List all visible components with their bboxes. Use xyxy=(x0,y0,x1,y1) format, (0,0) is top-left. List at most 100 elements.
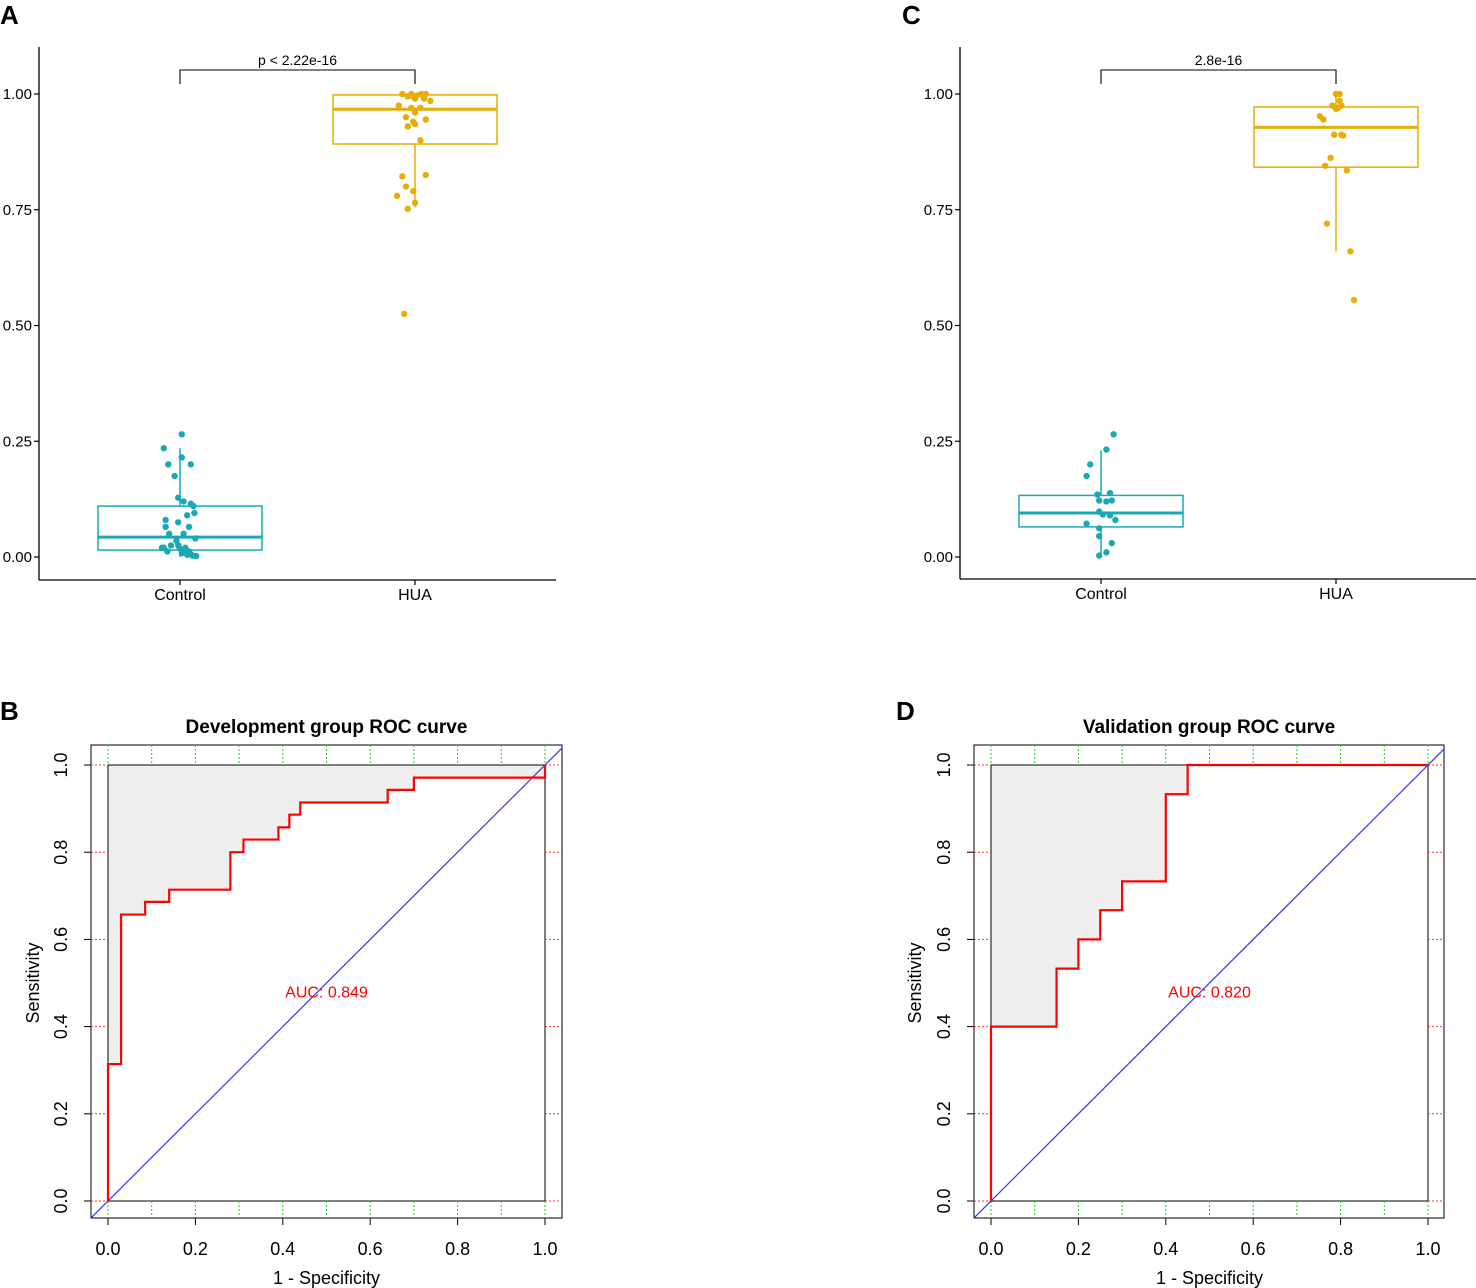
panel-letter: B xyxy=(0,696,19,726)
data-point xyxy=(401,310,408,318)
data-point xyxy=(411,199,419,207)
data-point xyxy=(1347,248,1354,255)
auc-shaded-area xyxy=(991,765,1428,1201)
data-point xyxy=(185,523,193,531)
data-point xyxy=(1343,167,1351,174)
x-tick-label: 0.2 xyxy=(183,1239,208,1259)
data-point xyxy=(411,109,419,116)
p-value-label: 2.8e-16 xyxy=(1195,52,1243,68)
x-tick-label: 0.2 xyxy=(1066,1239,1091,1259)
data-point xyxy=(164,548,171,555)
data-point xyxy=(180,498,187,505)
data-point xyxy=(1320,116,1327,123)
data-point xyxy=(1096,497,1103,504)
data-point xyxy=(160,444,167,452)
y-tick-label: 0.2 xyxy=(51,1101,71,1126)
x-tick-label: 0.6 xyxy=(1241,1239,1266,1259)
y-tick-label: 0.00 xyxy=(3,549,32,566)
auc-label: AUC: 0.849 xyxy=(285,985,368,1002)
x-tick-label: 1.0 xyxy=(532,1239,557,1259)
data-point xyxy=(162,523,169,531)
data-point xyxy=(1083,520,1090,527)
panel-d-roc: D Validation group ROC curve 0.0 0.2 0.4 0.6 0… xyxy=(896,696,1445,1288)
data-point xyxy=(417,104,424,112)
data-point xyxy=(192,535,199,542)
y-tick-label: 0.50 xyxy=(924,318,953,335)
comparison-bracket xyxy=(179,69,416,84)
y-tick-label: 0.4 xyxy=(934,1014,954,1039)
y-tick-label: 0.4 xyxy=(51,1014,71,1039)
data-point xyxy=(410,188,417,195)
roc-title: Validation group ROC curve xyxy=(1083,717,1335,738)
y-tick-label: 0.75 xyxy=(924,202,953,219)
y-tick-label: 0.0 xyxy=(51,1188,71,1213)
x-tick-label: 0.8 xyxy=(445,1239,470,1259)
y-tick-label: 0.0 xyxy=(934,1188,954,1213)
y-tick-label: 0.75 xyxy=(3,202,32,219)
x-category-label: Control xyxy=(1075,586,1127,603)
data-point xyxy=(1099,511,1107,518)
x-tick-label: 0.0 xyxy=(95,1239,120,1259)
p-value-label: p < 2.22e-16 xyxy=(258,52,337,68)
data-point xyxy=(191,509,198,517)
panel-letter: A xyxy=(0,0,19,30)
y-tick-label: 0.6 xyxy=(51,927,71,952)
data-point xyxy=(187,461,194,468)
data-point xyxy=(404,123,411,130)
data-point xyxy=(404,93,411,100)
roc-title: Development group ROC curve xyxy=(186,717,468,738)
diagonal-reference-line xyxy=(973,748,1445,1219)
data-point xyxy=(411,95,419,102)
y-tick-label: 1.0 xyxy=(934,752,954,777)
data-point xyxy=(1329,102,1336,109)
data-point xyxy=(1350,296,1358,304)
panel-b-roc: B Development group ROC curve 0.0 0.2 0.4 0.6… xyxy=(0,696,563,1288)
data-point xyxy=(1110,431,1117,438)
data-point xyxy=(187,500,194,507)
data-point xyxy=(1327,154,1334,162)
panel-a-boxplot: A 0.00 0.25 0.50 0.75 1.00 Control HUA p < 2.22e… xyxy=(0,0,556,604)
data-point xyxy=(417,137,424,144)
y-axis-label: Sensitivity xyxy=(905,942,925,1023)
x-tick-label: 0.4 xyxy=(270,1239,295,1259)
y-tick-label: 0.2 xyxy=(934,1101,954,1126)
data-point xyxy=(178,454,185,461)
auc-label: AUC: 0.820 xyxy=(1168,985,1251,1002)
data-point xyxy=(193,552,200,560)
x-tick-label: 1.0 xyxy=(1415,1239,1440,1259)
panel-c-boxplot: C 0.00 0.25 0.50 0.75 1.00 Control HUA 2.8e-16 xyxy=(902,0,1476,603)
y-tick-label: 0.8 xyxy=(934,840,954,865)
data-point xyxy=(1323,220,1331,227)
data-point xyxy=(178,431,185,438)
data-point xyxy=(180,530,187,538)
data-point xyxy=(1336,90,1343,98)
data-point xyxy=(1322,162,1329,169)
roc-curve xyxy=(989,763,1428,1201)
x-tick-label: 0.0 xyxy=(978,1239,1003,1259)
data-point xyxy=(171,472,178,480)
data-point xyxy=(395,102,402,109)
y-tick-label: 0.8 xyxy=(51,840,71,865)
y-tick-label: 1.00 xyxy=(3,86,32,103)
data-point xyxy=(1103,549,1110,556)
y-tick-label: 0.00 xyxy=(924,549,953,566)
x-tick-label: 0.6 xyxy=(358,1239,383,1259)
y-axis-label: Sensitivity xyxy=(23,942,43,1023)
x-axis-label: 1 - Specificity xyxy=(273,1268,380,1288)
data-point xyxy=(418,90,425,98)
data-point xyxy=(420,95,428,102)
data-point xyxy=(175,519,182,526)
data-point xyxy=(165,461,172,468)
y-tick-label: 0.25 xyxy=(3,433,32,450)
data-point xyxy=(175,494,182,501)
x-category-label: HUA xyxy=(398,587,432,604)
x-tick-label: 0.4 xyxy=(1153,1239,1178,1259)
data-point xyxy=(393,192,401,200)
data-point xyxy=(1340,132,1347,139)
data-point xyxy=(1087,461,1094,468)
data-point xyxy=(402,113,410,121)
data-point xyxy=(1094,491,1101,498)
data-point xyxy=(408,104,415,112)
data-point xyxy=(182,549,189,556)
